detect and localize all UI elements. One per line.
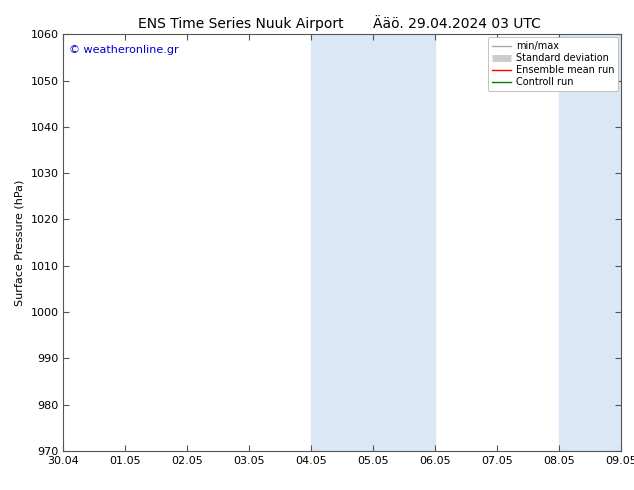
Y-axis label: Surface Pressure (hPa): Surface Pressure (hPa) <box>15 179 25 306</box>
Text: © weatheronline.gr: © weatheronline.gr <box>69 45 179 55</box>
Bar <box>559 34 634 451</box>
Legend: min/max, Standard deviation, Ensemble mean run, Controll run: min/max, Standard deviation, Ensemble me… <box>488 37 618 91</box>
Text: ENS Time Series Nuuk Airport: ENS Time Series Nuuk Airport <box>138 17 344 31</box>
Text: Ääö. 29.04.2024 03 UTC: Ääö. 29.04.2024 03 UTC <box>373 17 540 31</box>
Bar <box>373 34 436 451</box>
Bar <box>311 34 373 451</box>
